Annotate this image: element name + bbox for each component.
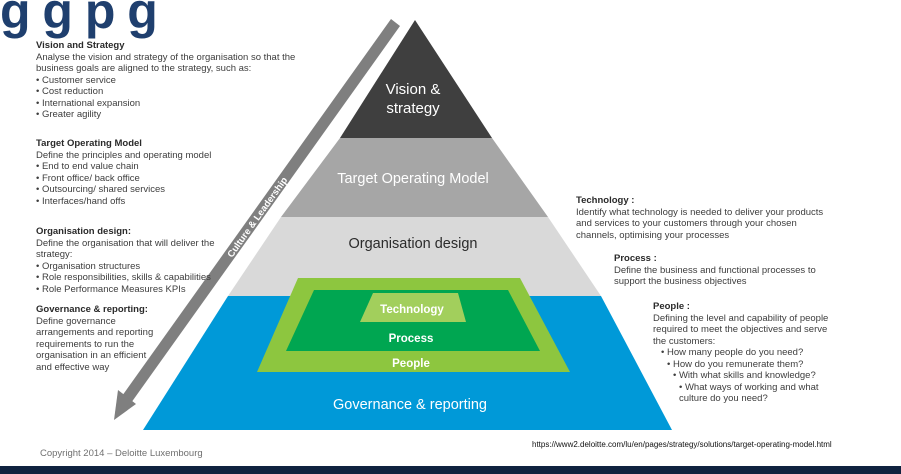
org-layer (228, 217, 601, 296)
list-item: How do you remunerate them? (661, 359, 839, 371)
list-item: How many people do you need? (661, 347, 839, 359)
list-item: Role Performance Measures KPIs (36, 284, 236, 296)
vision-label-line2: strategy (386, 100, 440, 117)
tom-label: Target Operating Model (337, 171, 489, 187)
vision-strategy-text: Analyse the vision and strategy of the o… (36, 51, 296, 75)
list-item: End to end value chain (36, 161, 246, 173)
people-label: People (392, 358, 430, 370)
tom-block: Target Operating Model Define the princi… (36, 138, 246, 207)
vision-layer (340, 20, 492, 138)
list-item: Cost reduction (36, 86, 298, 98)
header-title-fragment: g g p g (0, 0, 158, 39)
list-item: Organisation structures (36, 261, 236, 273)
list-item: What ways of working and what culture do… (661, 382, 839, 405)
technology-block: Technology : Identify what technology is… (576, 195, 826, 241)
list-item: Greater agility (36, 109, 298, 121)
process-text: Define the business and functional proce… (614, 264, 816, 288)
copyright-text: Copyright 2014 – Deloitte Luxembourg (40, 448, 203, 459)
vision-strategy-heading: Vision and Strategy (36, 40, 125, 51)
vision-label-line1: Vision & (386, 81, 441, 98)
source-url-link[interactable]: https://www2.deloitte.com/lu/en/pages/st… (532, 440, 832, 449)
list-item: With what skills and knowledge? (661, 370, 839, 382)
org-design-block: Organisation design: Define the organisa… (36, 226, 236, 295)
governance-label: Governance & reporting (333, 397, 487, 413)
org-label: Organisation design (349, 236, 478, 252)
org-design-text: Define the organisation that will delive… (36, 237, 215, 261)
list-item: Front office/ back office (36, 173, 246, 185)
tom-layer (281, 138, 548, 217)
culture-arrow-icon (122, 19, 400, 403)
technology-heading: Technology : (576, 195, 635, 206)
process-heading: Process : (614, 253, 657, 264)
list-item: International expansion (36, 98, 298, 110)
governance-heading: Governance & reporting: (36, 304, 148, 315)
technology-text: Identify what technology is needed to de… (576, 206, 824, 241)
tom-text: Define the principles and operating mode… (36, 149, 212, 161)
governance-text: Define governance arrangements and repor… (36, 315, 154, 373)
process-label: Process (389, 333, 434, 345)
process-block: Process : Define the business and functi… (614, 253, 836, 288)
technology-label: Technology (380, 304, 444, 316)
list-item: Interfaces/hand offs (36, 196, 246, 208)
list-item: Customer service (36, 75, 298, 87)
tom-heading: Target Operating Model (36, 138, 142, 149)
people-heading: People : (653, 301, 690, 312)
org-design-heading: Organisation design: (36, 226, 132, 237)
technology-layer (360, 293, 466, 322)
people-block: People : Defining the level and capabili… (653, 301, 839, 405)
list-item: Outsourcing/ shared services (36, 184, 246, 196)
culture-arrow-head (114, 390, 136, 420)
list-item: Role responsibilities, skills & capabili… (36, 272, 236, 284)
governance-block: Governance & reporting: Define governanc… (36, 304, 156, 373)
vision-strategy-block: Vision and Strategy Analyse the vision a… (36, 40, 298, 121)
people-text: Defining the level and capability of peo… (653, 312, 829, 347)
bottom-bar (0, 466, 901, 474)
